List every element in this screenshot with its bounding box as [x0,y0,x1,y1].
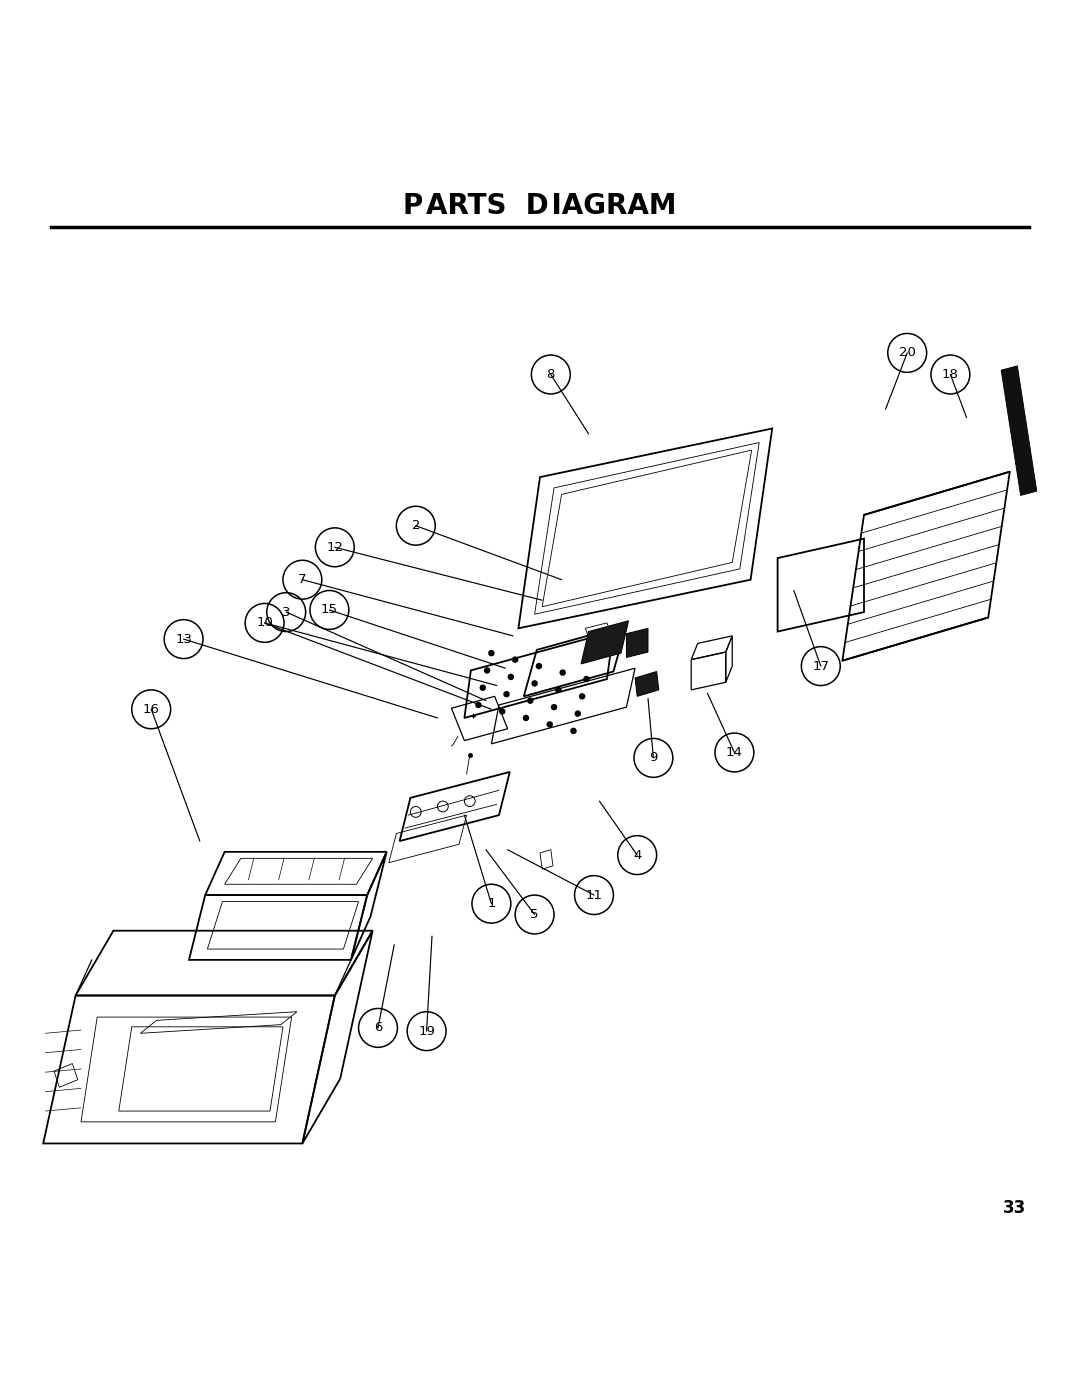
Text: 19: 19 [418,1024,435,1038]
Polygon shape [581,620,629,664]
Text: 13: 13 [175,633,192,645]
Text: P ARTS  D IAGRAM: P ARTS D IAGRAM [403,191,677,219]
Circle shape [575,711,581,717]
Text: 6: 6 [374,1021,382,1034]
Circle shape [512,657,518,662]
Circle shape [480,685,486,692]
Text: 4: 4 [633,848,642,862]
Text: 18: 18 [942,367,959,381]
Circle shape [546,721,553,728]
Text: 12: 12 [326,541,343,553]
Text: 10: 10 [256,616,273,630]
Circle shape [499,708,505,715]
Circle shape [508,673,514,680]
Circle shape [583,676,590,682]
Circle shape [579,693,585,700]
Text: 2: 2 [411,520,420,532]
Circle shape [559,669,566,676]
Circle shape [551,704,557,711]
Circle shape [536,662,542,669]
Text: 7: 7 [298,573,307,587]
Text: 20: 20 [899,346,916,359]
Text: 11: 11 [585,888,603,901]
Circle shape [488,650,495,657]
Text: 3: 3 [282,606,291,619]
Circle shape [503,692,510,697]
Text: 1: 1 [487,897,496,911]
Text: 9: 9 [649,752,658,764]
Polygon shape [1001,366,1037,496]
Text: 5: 5 [530,908,539,921]
Circle shape [531,680,538,686]
Circle shape [570,728,577,735]
Circle shape [527,697,534,704]
Text: 14: 14 [726,746,743,759]
Circle shape [523,715,529,721]
Text: 33: 33 [1002,1199,1026,1217]
Polygon shape [626,629,648,658]
Text: ✦: ✦ [470,711,476,721]
Text: 15: 15 [321,604,338,616]
Text: 8: 8 [546,367,555,381]
Polygon shape [635,672,659,696]
Circle shape [475,701,482,708]
Circle shape [555,686,562,693]
Circle shape [484,668,490,673]
Text: 17: 17 [812,659,829,672]
Text: 16: 16 [143,703,160,715]
